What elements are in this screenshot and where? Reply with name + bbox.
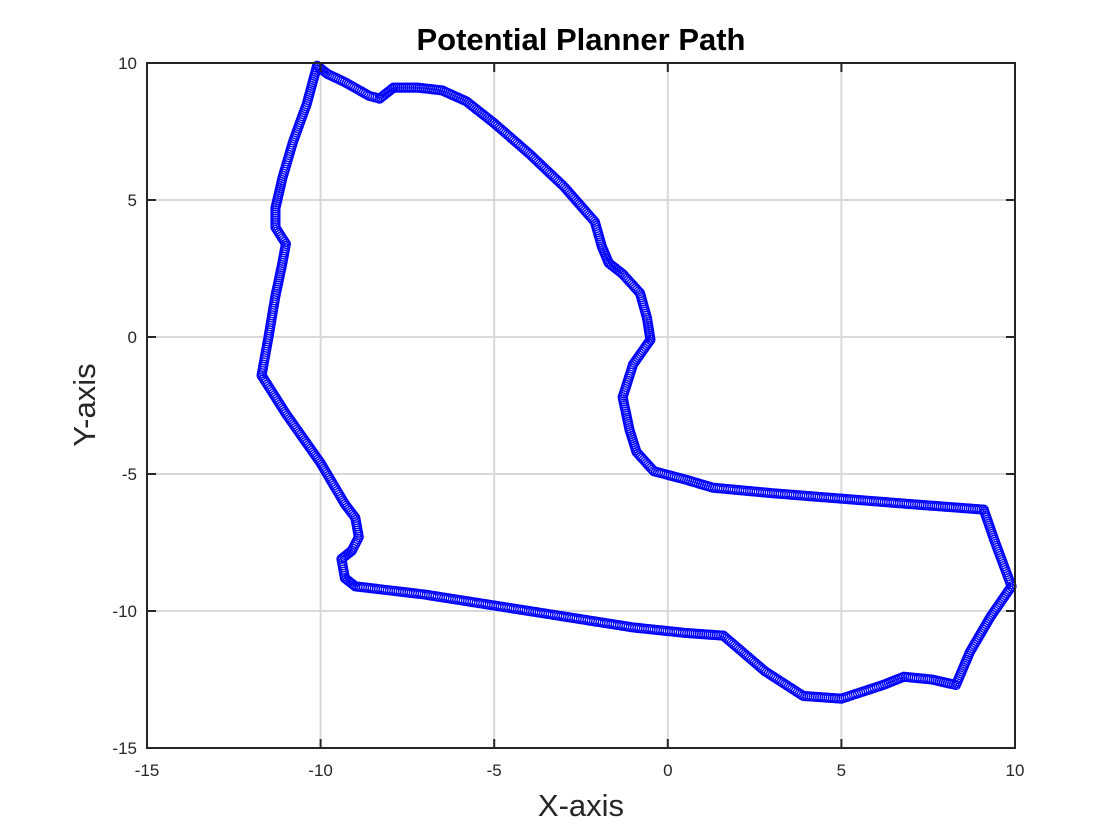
y-tick-labels: -15 -10 -5 0 5 10 [112, 54, 137, 758]
path-point [642, 338, 654, 349]
path-point [637, 345, 649, 356]
x-tick-label: 5 [837, 761, 846, 780]
path-point [639, 343, 650, 354]
path-point [311, 452, 322, 463]
path-point [631, 354, 642, 365]
path-point [315, 457, 326, 469]
path-point [342, 502, 353, 513]
path-point [309, 449, 320, 460]
path-point [296, 431, 308, 442]
path-point [345, 546, 356, 557]
path-point [385, 84, 396, 96]
y-tick-label: 5 [128, 191, 137, 210]
path-point [641, 339, 652, 351]
path-point [298, 433, 309, 444]
path-point [286, 417, 298, 428]
path-markers [256, 60, 1017, 704]
path-point [283, 412, 294, 423]
path-point [288, 419, 299, 430]
path-point [640, 341, 651, 352]
path-point [645, 334, 656, 345]
plot-frame [146, 62, 1016, 749]
y-tick-label: 10 [118, 54, 137, 73]
path-point [306, 445, 318, 456]
path-point [635, 348, 646, 359]
path-point [314, 456, 325, 467]
path-point [303, 440, 314, 451]
path-point [300, 436, 311, 447]
x-tick-label: -10 [308, 761, 333, 780]
path-point [295, 429, 306, 440]
y-tick-label: 0 [128, 328, 137, 347]
path-point [644, 336, 655, 347]
path-point [308, 447, 319, 458]
chart-title: Potential Planner Path [416, 22, 745, 57]
path-point [293, 426, 304, 437]
y-tick-label: -10 [112, 602, 137, 621]
path-point [304, 442, 315, 453]
path-point [294, 428, 305, 439]
path-point [310, 450, 321, 462]
path-point [634, 350, 645, 361]
path-point [301, 438, 313, 449]
path-point [257, 372, 268, 383]
x-tick-label: 10 [1006, 761, 1025, 780]
x-tick-labels: -15 -10 -5 0 5 10 [135, 761, 1025, 780]
x-axis-label: X-axis [538, 788, 624, 823]
ticks [146, 62, 1016, 749]
x-tick-label: 0 [663, 761, 672, 780]
path-point [313, 454, 324, 465]
y-axis-label: Y-axis [67, 363, 102, 446]
path-point [299, 435, 310, 446]
y-tick-label: -5 [122, 465, 137, 484]
path-point [291, 424, 303, 435]
path-point [636, 346, 647, 358]
x-tick-label: -15 [135, 761, 160, 780]
path-point [271, 224, 282, 235]
path-point [290, 422, 301, 433]
path-point [289, 420, 300, 432]
path-point [285, 415, 296, 426]
path-point [632, 352, 644, 363]
path-point [305, 443, 316, 455]
x-tick-label: -5 [487, 761, 502, 780]
y-tick-label: -15 [112, 739, 137, 758]
plot-area [147, 63, 1015, 748]
path-point [352, 533, 363, 545]
path-point [284, 413, 295, 425]
